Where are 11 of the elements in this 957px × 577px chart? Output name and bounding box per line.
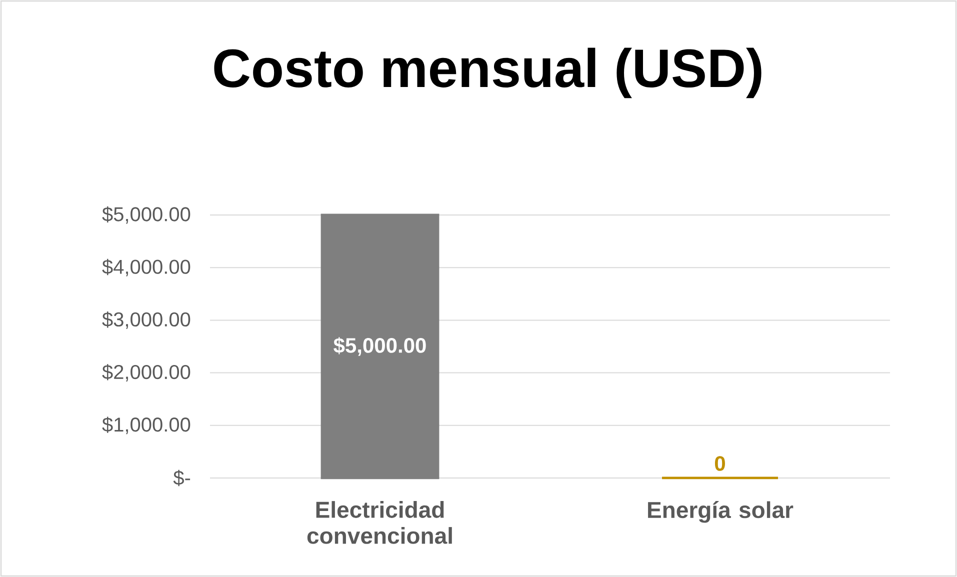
y-tick-label: $4,000.00 [102,258,190,276]
x-tick-label: Electricidad convencional [307,501,452,544]
y-tick-label: $- [173,470,190,486]
data-label: 0 [714,456,725,471]
x-tick-label: Energía solar [648,501,794,523]
y-tick-label: $5,000.00 [102,206,190,224]
data-label: $5,000.00 [334,337,426,356]
y-tick-label: $3,000.00 [102,312,190,329]
y-tick-label: $2,000.00 [102,364,190,382]
y-tick-label: $1,000.00 [102,416,190,434]
chart-title: Costo mensual (USD) [214,48,762,98]
